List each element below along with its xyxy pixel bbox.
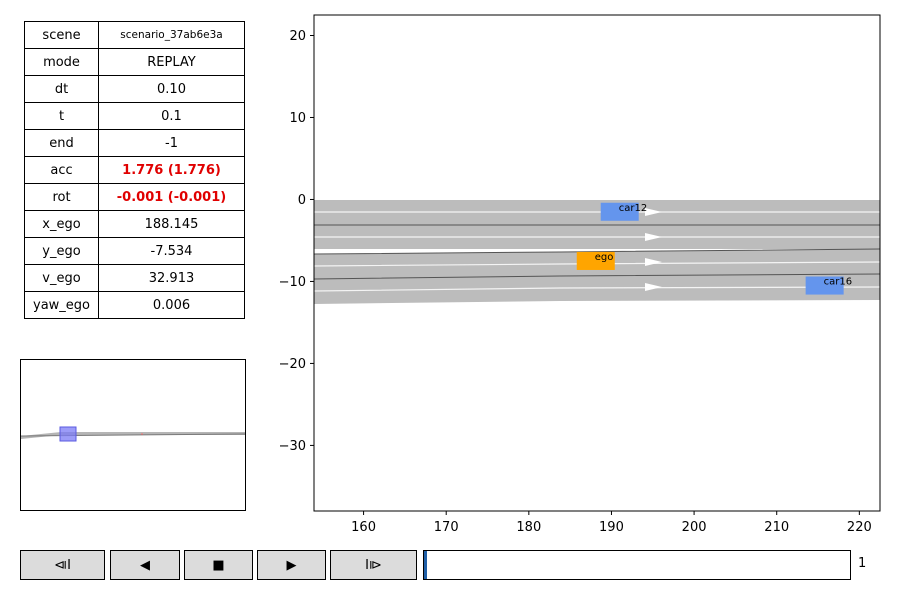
- lane-direction-arrow: [645, 258, 662, 266]
- info-row-mode: mode REPLAY: [24, 48, 245, 76]
- x-tick-label: 180: [516, 520, 541, 535]
- vehicles-layer: car12 ego car16: [576, 202, 852, 295]
- stop-icon: ■: [212, 557, 225, 573]
- minimap-road: [21, 432, 245, 439]
- lane-direction-arrow: [645, 283, 662, 291]
- info-value: 188.145: [98, 210, 245, 238]
- y-tick-label: 0: [298, 193, 306, 208]
- lane-boundary: [314, 248, 880, 255]
- info-row-dt: dt 0.10: [24, 75, 245, 103]
- minimap-canvas: [21, 426, 245, 442]
- info-row-acc: acc 1.776 (1.776): [24, 156, 245, 184]
- info-value: 0.006: [98, 291, 245, 319]
- play-button[interactable]: ▶: [257, 550, 326, 580]
- info-key: rot: [24, 183, 99, 211]
- y-tick-label: −30: [279, 439, 306, 454]
- info-row-y-ego: y_ego -7.534: [24, 237, 245, 265]
- info-key: t: [24, 102, 99, 130]
- info-value: scenario_37ab6e3a: [98, 21, 245, 49]
- first-frame-button[interactable]: ⧏I: [20, 550, 105, 580]
- x-tick-label: 220: [847, 520, 872, 535]
- minimap-lane-line: [21, 433, 245, 437]
- vehicle-ego: [576, 251, 615, 270]
- vehicle-label: car12: [619, 203, 647, 214]
- timeline-progress-fill: [424, 551, 427, 579]
- main-plot: car12 ego car16 160 170 180 190 200 210 220 20 10…: [279, 14, 881, 535]
- info-value: 0.10: [98, 75, 245, 103]
- minimap: [20, 359, 246, 511]
- info-key: v_ego: [24, 264, 99, 292]
- info-value: -0.001 (-0.001): [98, 183, 245, 211]
- x-tick-label: 210: [764, 520, 789, 535]
- x-tick-label: 160: [351, 520, 376, 535]
- info-key: scene: [24, 21, 99, 49]
- last-frame-icon: I⧐: [365, 557, 382, 573]
- lane-direction-arrow: [645, 233, 662, 241]
- info-value: 0.1: [98, 102, 245, 130]
- previous-icon: ◀: [140, 557, 150, 573]
- y-tick-label: −10: [279, 275, 306, 290]
- y-axis-ticks: 20 10 0 −10 −20 −30: [279, 29, 314, 454]
- info-value: REPLAY: [98, 48, 245, 76]
- play-icon: ▶: [286, 557, 297, 573]
- plot-frame: [313, 14, 881, 512]
- vehicle-car16: [805, 276, 844, 295]
- info-row-t: t 0.1: [24, 102, 245, 130]
- y-tick-label: 20: [289, 29, 306, 44]
- frame-number: 1: [858, 556, 867, 571]
- lane-centerline: [314, 286, 880, 292]
- info-row-scene: scene scenario_37ab6e3a: [24, 21, 245, 49]
- x-tick-label: 170: [434, 520, 459, 535]
- info-row-yaw-ego: yaw_ego 0.006: [24, 291, 245, 319]
- stop-button[interactable]: ■: [184, 550, 253, 580]
- lane-centerline: [314, 261, 880, 267]
- scene-info-table: scene scenario_37ab6e3a mode REPLAY dt 0.10 t 0…: [24, 21, 245, 319]
- vehicle-car12: [600, 202, 639, 221]
- lane-direction-arrow: [645, 208, 662, 216]
- y-tick-label: −20: [279, 357, 306, 372]
- x-axis-ticks: 160 170 180 190 200 210 220: [351, 511, 872, 535]
- timeline-slider[interactable]: [423, 550, 851, 580]
- info-row-v-ego: v_ego 32.913: [24, 264, 245, 292]
- info-row-rot: rot -0.001 (-0.001): [24, 183, 245, 211]
- y-tick-label: 10: [289, 111, 306, 126]
- info-row-end: end -1: [24, 129, 245, 157]
- x-tick-label: 200: [682, 520, 707, 535]
- info-value: 1.776 (1.776): [98, 156, 245, 184]
- vehicle-label: car16: [824, 277, 852, 288]
- minimap-ego-marker: [59, 426, 77, 442]
- previous-button[interactable]: ◀: [110, 550, 180, 580]
- vehicle-label: ego: [595, 252, 614, 263]
- info-value: -7.534: [98, 237, 245, 265]
- first-frame-icon: ⧏I: [54, 557, 71, 573]
- lane-boundary: [314, 273, 880, 280]
- x-tick-label: 190: [599, 520, 624, 535]
- last-frame-button[interactable]: I⧐: [330, 550, 417, 580]
